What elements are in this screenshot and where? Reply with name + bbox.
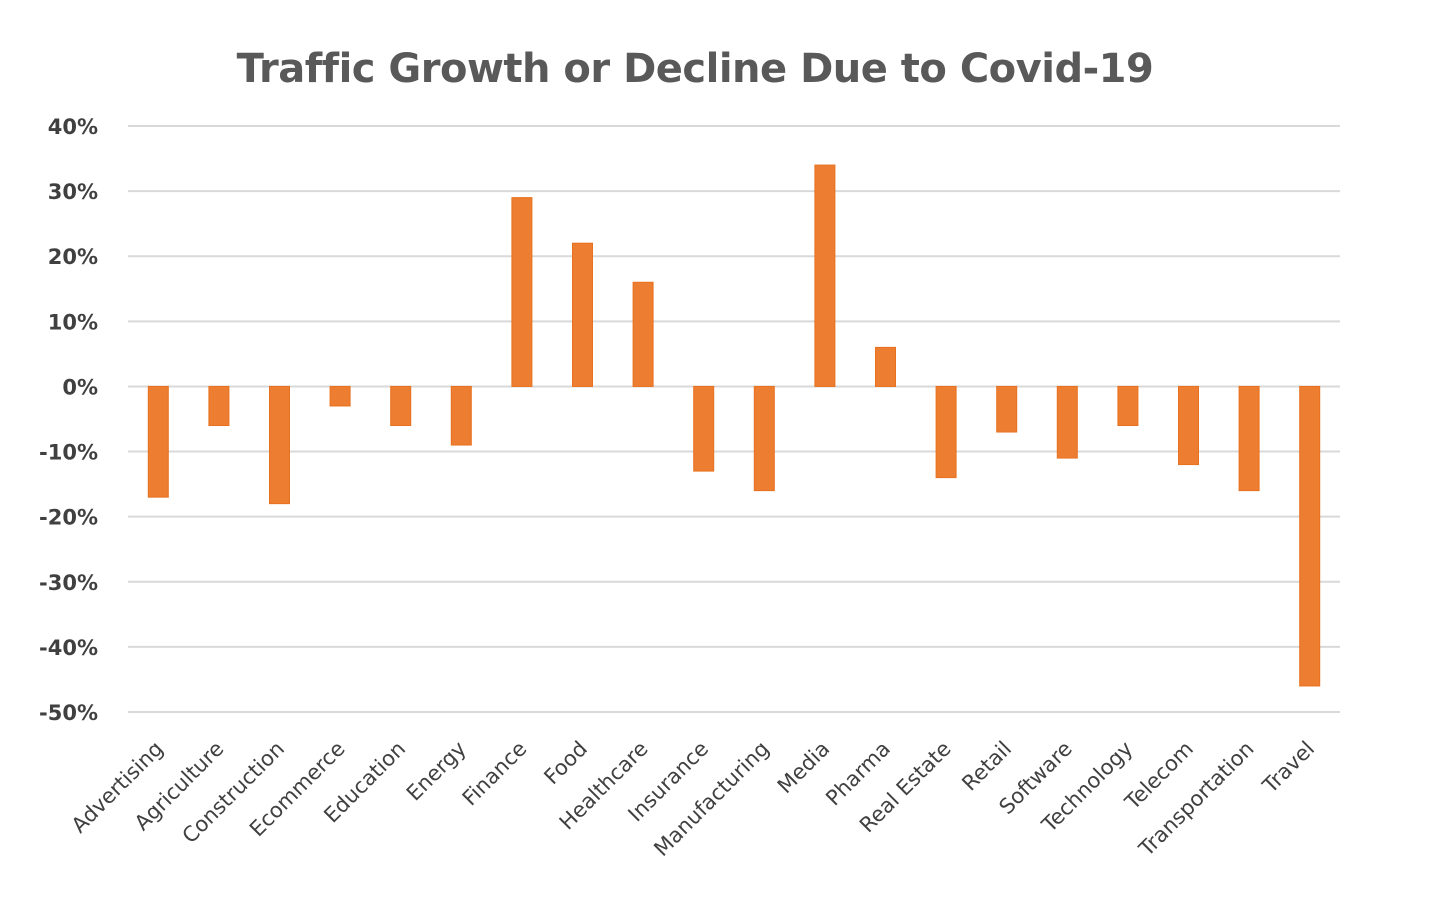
- x-tick-label: Finance: [458, 737, 532, 811]
- y-axis-tick-labels: 40% 30% 20% 10% 0% -10% -20% -30% -40% -50%: [39, 115, 98, 725]
- bar-food: [572, 242, 593, 387]
- bar-software: [1056, 385, 1078, 459]
- y-tick-label: -10%: [39, 441, 98, 465]
- y-tick-label: -40%: [39, 636, 98, 660]
- x-tick-label: Food: [539, 737, 592, 790]
- bar-media: [814, 164, 836, 387]
- bar-pharma: [875, 346, 896, 387]
- chart-title: Traffic Growth or Decline Due to Covid-1…: [237, 46, 1154, 92]
- bar-construction: [269, 385, 290, 505]
- y-tick-label: -50%: [39, 701, 98, 725]
- gridlines: [128, 125, 1340, 713]
- y-tick-label: -20%: [39, 506, 98, 530]
- y-tick-label: 30%: [48, 180, 98, 204]
- bar-retail: [996, 385, 1018, 433]
- bar-ecommerce: [329, 385, 351, 407]
- bar-agriculture: [208, 385, 230, 427]
- bar-technology: [1117, 385, 1139, 427]
- y-tick-label: 20%: [48, 245, 98, 269]
- bar-transportation: [1238, 385, 1260, 492]
- bar-education: [390, 385, 412, 427]
- x-tick-label: Retail: [957, 737, 1016, 796]
- bar-telecom: [1178, 385, 1199, 466]
- y-tick-label: -30%: [39, 571, 98, 595]
- bar-healthcare: [632, 281, 654, 387]
- x-axis-tick-labels: AdvertisingAgricultureConstructionEcomme…: [67, 737, 1319, 862]
- bar-advertising: [147, 385, 169, 498]
- x-tick-label: Manufacturing: [649, 737, 774, 862]
- x-tick-label: Travel: [1257, 737, 1319, 799]
- bar-real-estate: [935, 385, 957, 479]
- bar-insurance: [693, 385, 715, 472]
- y-tick-label: 40%: [48, 115, 98, 139]
- bar-energy: [450, 385, 472, 446]
- y-tick-label: 0%: [62, 375, 98, 399]
- bars: [147, 164, 1321, 687]
- y-tick-label: 10%: [48, 310, 98, 334]
- bar-manufacturing: [753, 385, 775, 492]
- bar-travel: [1299, 385, 1321, 687]
- bar-finance: [511, 197, 533, 387]
